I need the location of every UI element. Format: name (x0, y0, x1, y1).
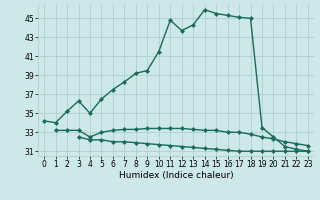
X-axis label: Humidex (Indice chaleur): Humidex (Indice chaleur) (119, 171, 233, 180)
